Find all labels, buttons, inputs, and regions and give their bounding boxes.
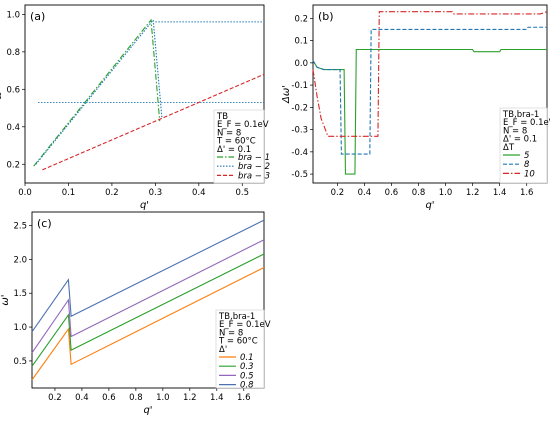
panel-a-series-line — [35, 18, 163, 165]
panel-a-legend-title: N = 8 — [217, 128, 241, 138]
panel-c-legend-entry: 0.5 — [240, 371, 254, 381]
panel-a-xtick-label: 0.2 — [105, 188, 119, 198]
panel-b-ytick-label: -0.2 — [291, 103, 308, 113]
panel-b-ytick-label: 0.0 — [294, 59, 308, 69]
panel-b-ytick-label: -0.5 — [291, 170, 308, 180]
panel-c-xtick-label: 0.4 — [75, 393, 89, 403]
panel-c-xtick-label: 0.6 — [102, 393, 116, 403]
panel-b-legend-entry: 5 — [524, 151, 529, 161]
panel-a-axes-frame — [24, 4, 265, 184]
panel-a-legend-entry: bra − 1 — [238, 153, 270, 163]
panel-c-legend-title: T = 60°C — [218, 337, 258, 347]
panel-b-ytick-label: -0.1 — [291, 81, 308, 91]
panel-a-ytick-label: 0.4 — [6, 123, 20, 133]
panel-b-xlabel: q' — [425, 200, 434, 211]
panel-a-xtick-label: 0.5 — [236, 188, 250, 198]
panel-b-legend-title: TB,bra-1 — [502, 110, 539, 120]
panel-a-legend-title: TB — [216, 112, 228, 122]
panel-b-xtick-label: 0.8 — [412, 188, 426, 198]
panel-a-series-line — [33, 18, 161, 167]
panel-c-series-line — [31, 253, 265, 367]
panel-b-legend-title: Δ' = 0.1 — [503, 135, 537, 145]
panel-c-xtick-label: 1.0 — [156, 393, 170, 403]
panel-c-xtick-label: 0.8 — [129, 393, 143, 403]
panel-c-axes-frame — [31, 211, 265, 389]
panel-b-series-line — [312, 26, 547, 155]
panel-c-ytick-label: 2.0 — [13, 255, 27, 265]
panel-b-axes-frame — [312, 4, 548, 184]
panel-b-legend-title: E_F = 0.1eV — [503, 118, 550, 128]
panel-c-xtick-label: 0.2 — [48, 393, 62, 403]
panel-b-ytick-label: -0.4 — [291, 148, 308, 158]
panel-a-legend-title: T = 60°C — [216, 137, 256, 147]
panel-a-xlabel: q' — [140, 200, 149, 211]
panel-c-legend-title: Δ' — [219, 345, 227, 355]
panel-a-panel-label: (a) — [30, 10, 45, 23]
panel-a-ytick-label: 0.8 — [6, 48, 20, 58]
panel-c-series-line — [31, 239, 265, 354]
panel-b-legend-entry: 8 — [524, 160, 530, 170]
panel-c-xtick-label: 1.4 — [210, 393, 224, 403]
panel-a-legend-title: E_F = 0.1eV — [217, 120, 269, 130]
panel-c-ytick-label: 1.0 — [13, 323, 27, 333]
panel-a-xtick-label: 0.3 — [149, 188, 163, 198]
panel-c-xtick-label: 1.2 — [183, 393, 197, 403]
panel-b-xtick-label: 1.2 — [466, 188, 480, 198]
panel-b-xtick-label: 1.6 — [520, 188, 534, 198]
panel-b-legend-title: N = 8 — [503, 126, 527, 136]
panel-b-legend-entry: 10 — [524, 169, 535, 179]
panel-c-ytick-label: 2.5 — [13, 222, 27, 232]
panel-b-legend-title: ΔT — [503, 143, 515, 153]
panel-c-ytick-label: 1.5 — [13, 289, 27, 299]
panel-c-ytick-label: 0.5 — [13, 357, 27, 367]
panel-b-xtick-label: 1.4 — [493, 188, 507, 198]
panel-a-ylabel: ω' — [0, 88, 4, 99]
panel-a-ytick-label: 1.0 — [6, 10, 20, 20]
panel-a-legend-box — [213, 109, 265, 184]
panel-a-legend-entry: bra − 2 — [238, 162, 270, 172]
panel-c-series-line — [31, 219, 265, 333]
panel-a-legend-entry: bra − 3 — [238, 171, 270, 181]
panel-c-ylabel: ω' — [0, 294, 11, 305]
panel-c-legend-title: N = 8 — [219, 328, 243, 338]
panel-c-panel-label: (c) — [37, 217, 52, 230]
panel-b-ylabel: Δω' — [281, 85, 292, 104]
panel-b-ytick-label: -0.3 — [291, 126, 308, 136]
panel-b-xtick-label: 0.6 — [385, 188, 399, 198]
panel-a-legend-title: Δ' = 0.1 — [217, 145, 251, 155]
panel-c-legend-title: E_F = 0.1eV — [219, 320, 271, 330]
panel-c-legend-title: TB,bra-1 — [218, 312, 255, 322]
panel-c-legend-entry: 0.1 — [240, 353, 254, 363]
panel-c-legend-entry: 0.8 — [240, 381, 254, 391]
panel-b-xtick-label: 1.0 — [439, 188, 453, 198]
panel-a-ytick-label: 0.2 — [6, 160, 20, 170]
panel-b-series-line — [312, 11, 548, 137]
panel-a-ytick-label: 0.6 — [6, 85, 20, 95]
panel-a-xtick-label: 0.0 — [18, 188, 32, 198]
panel-a-xtick-label: 0.1 — [62, 188, 76, 198]
panel-b-legend-box — [499, 107, 548, 184]
panel-a-series-line — [42, 73, 265, 171]
panel-c-series-line — [31, 267, 265, 381]
panel-b-panel-label: (b) — [318, 10, 334, 23]
panel-b-xtick-label: 0.4 — [358, 188, 372, 198]
panel-b-ytick-label: 0.2 — [294, 14, 308, 24]
panel-c-xtick-label: 1.6 — [237, 393, 251, 403]
panel-c-xlabel: q' — [143, 405, 152, 416]
panel-b-xtick-label: 0.2 — [331, 188, 345, 198]
panel-c-legend-entry: 0.3 — [240, 362, 254, 372]
panel-a-xtick-label: 0.4 — [192, 188, 206, 198]
panel-b-ytick-label: 0.1 — [294, 37, 308, 47]
